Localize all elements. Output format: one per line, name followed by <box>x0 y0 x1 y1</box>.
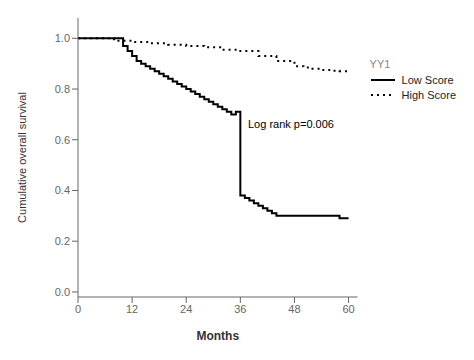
svg-text:36: 36 <box>234 303 246 315</box>
svg-text:0.2: 0.2 <box>55 235 70 247</box>
svg-text:1.0: 1.0 <box>55 32 70 44</box>
html-text:Log rank p=0.006: Log rank p=0.006 <box>248 118 334 130</box>
svg-text:12: 12 <box>126 303 138 315</box>
svg-text:0.0: 0.0 <box>55 286 70 298</box>
svg-text:Months: Months <box>196 329 239 343</box>
html-text:Low Score: Low Score <box>401 74 454 86</box>
svg-text:Cumulative overall survival: Cumulative overall survival <box>16 92 28 223</box>
svg-text:0.8: 0.8 <box>55 83 70 95</box>
svg-text:60: 60 <box>342 303 354 315</box>
svg-text:0: 0 <box>75 303 81 315</box>
svg-text:48: 48 <box>288 303 300 315</box>
svg-text:24: 24 <box>180 303 192 315</box>
html-text:YY1: YY1 <box>369 58 391 70</box>
svg-text:0.6: 0.6 <box>55 134 70 146</box>
html-text:High Score: High Score <box>401 89 456 101</box>
svg-text:0.4: 0.4 <box>55 184 70 196</box>
